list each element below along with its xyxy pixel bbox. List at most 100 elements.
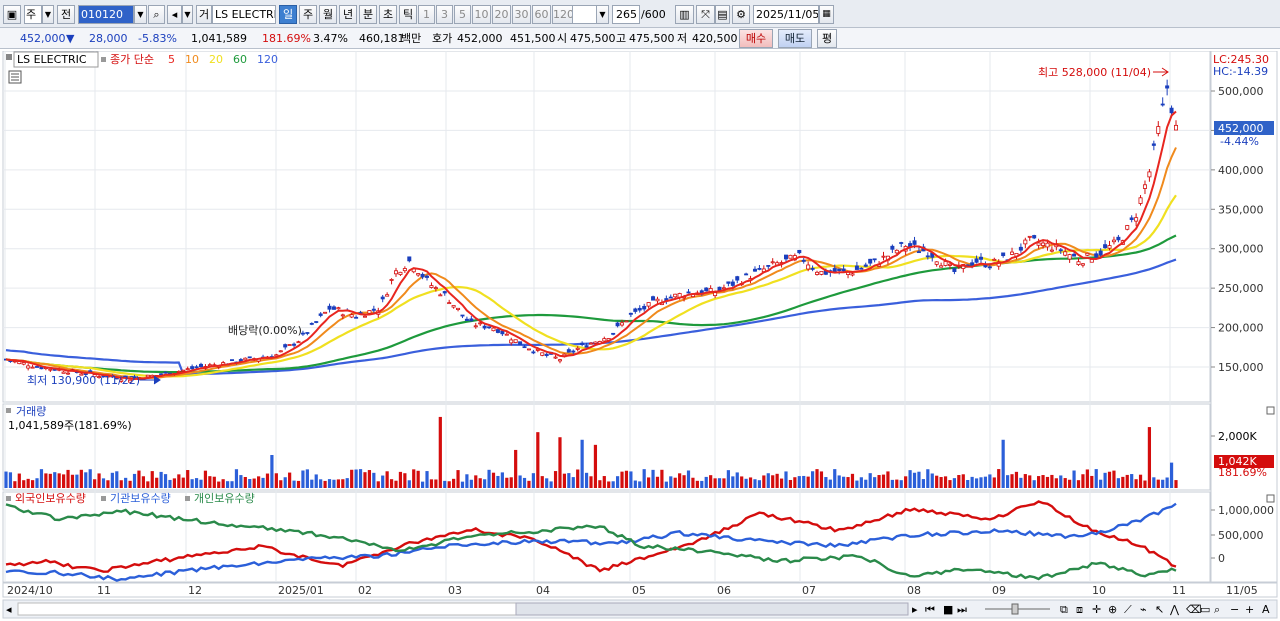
zoom-out-icon[interactable]: − [1230, 603, 1239, 616]
volume-bar [598, 480, 602, 488]
candle-body [744, 273, 749, 276]
market-dropdown-icon[interactable]: ▼ [42, 5, 54, 24]
hc-label: HC:-14.39 [1213, 65, 1268, 78]
period-button-6[interactable]: 틱 [399, 5, 417, 24]
volume-bar [13, 481, 17, 488]
stock-code-input[interactable]: 010120 [78, 5, 134, 24]
zoom-search-icon[interactable]: ⌕ [1214, 603, 1220, 616]
trade-button[interactable]: 거 [196, 5, 212, 24]
calendar-icon[interactable]: ▦ [819, 5, 834, 24]
volume-bar [593, 444, 598, 488]
holding-legend-item: 기관보유수량 [110, 492, 171, 505]
volume-bar [177, 474, 181, 488]
volume-bar [336, 479, 340, 488]
stop-icon[interactable]: ■ [943, 603, 953, 616]
interval-button-1[interactable]: 3 [436, 5, 453, 24]
sell-button[interactable]: 매도 [778, 29, 812, 48]
volume-bar [753, 479, 757, 488]
search-icon[interactable]: ⌕ [148, 5, 165, 24]
scroll-right-icon[interactable]: ▸ [912, 603, 918, 616]
window-menu-icon[interactable]: ▣ [3, 5, 21, 24]
period-button-5[interactable]: 초 [379, 5, 397, 24]
prev-button[interactable]: 전 [57, 5, 75, 24]
candle-body [305, 332, 310, 334]
buy-button[interactable]: 매수 [739, 29, 773, 48]
font-size-icon[interactable]: A [1262, 603, 1270, 616]
volume-bar [1059, 475, 1063, 488]
volume-bar [571, 477, 575, 488]
zoom-slider-handle[interactable] [1011, 603, 1019, 615]
market-select[interactable]: 주 [24, 5, 42, 24]
volume-bar [274, 473, 278, 488]
candle-body [1169, 107, 1174, 114]
candle-body [79, 373, 84, 376]
draw-fibo-icon[interactable]: ⌁ [1140, 603, 1147, 616]
indicator-add-icon[interactable]: ⊕ [1108, 603, 1117, 616]
candle-body [292, 343, 297, 346]
holding-panel-close-icon[interactable] [1266, 494, 1275, 503]
interval-button-2[interactable]: 5 [454, 5, 471, 24]
speaker-icon[interactable]: ◂ [167, 5, 182, 24]
chart-tool-lines-icon [11, 73, 19, 81]
save-icon[interactable]: ▤ [715, 5, 730, 24]
compare-icon[interactable]: ⧉ [1060, 603, 1068, 616]
zoom-in-icon[interactable]: + [1245, 603, 1254, 616]
candle-body [979, 256, 984, 260]
volume-bar [890, 479, 894, 488]
volume-bar [478, 478, 482, 488]
volume-bar [420, 481, 425, 488]
period-button-2[interactable]: 월 [319, 5, 337, 24]
scroll-thumb[interactable] [515, 602, 909, 616]
volume-bar [1028, 475, 1032, 488]
interval-dropdown-icon[interactable]: ▼ [596, 5, 609, 24]
candle-body [176, 371, 181, 373]
draw-line-icon[interactable]: ⟋ [1124, 603, 1132, 616]
interval-button-4[interactable]: 20 [492, 5, 511, 24]
candle-body [859, 267, 864, 270]
period-button-4[interactable]: 분 [359, 5, 377, 24]
volume-bar [363, 472, 367, 488]
volume-panel-close-icon[interactable] [1266, 406, 1275, 415]
speaker-dropdown-icon[interactable]: ▼ [182, 5, 193, 24]
period-button-3[interactable]: 년 [339, 5, 357, 24]
volume-bar [438, 416, 442, 488]
down-arrow-icon: ▼ [66, 32, 75, 45]
interval-button-6[interactable]: 60 [532, 5, 551, 24]
clear-icon[interactable]: ▭ [1200, 603, 1210, 616]
period-button-1[interactable]: 주 [299, 5, 317, 24]
last-page-icon[interactable]: ⏭ [957, 603, 967, 616]
date-input[interactable]: 2025/11/05 [753, 5, 819, 24]
volume-bar [319, 479, 323, 488]
code-dropdown-icon[interactable]: ▼ [134, 5, 147, 24]
candle-body [487, 326, 492, 329]
interval-button-0[interactable]: 1 [418, 5, 435, 24]
scroll-left-icon[interactable]: ◂ [6, 603, 12, 616]
volume-bar [992, 477, 996, 488]
indicator-icon[interactable]: ⤧ [696, 5, 715, 24]
interval-button-5[interactable]: 30 [512, 5, 531, 24]
interval-button-3[interactable]: 10 [472, 5, 491, 24]
interval-button-7[interactable]: 120 [552, 5, 574, 24]
first-page-icon[interactable]: ⏮ [925, 603, 935, 616]
volume-bar [270, 455, 274, 488]
volume-bar [1085, 469, 1089, 488]
volume-bar [1116, 478, 1120, 488]
view-count-input[interactable]: 265 [612, 5, 640, 24]
candle-type-icon[interactable]: ▥ [675, 5, 694, 24]
eraser-icon[interactable]: ⌫ [1186, 603, 1202, 616]
candle-body [1010, 251, 1015, 255]
candle-body [615, 322, 620, 327]
volume-bar [403, 473, 407, 488]
candle-body [553, 356, 558, 359]
cursor-icon[interactable]: ↖ [1155, 603, 1164, 616]
gear-icon[interactable]: ⚙ [732, 5, 750, 24]
stock-chart[interactable]: LS ELECTRIC 종가 단순 5 10 20 60 120 최고 528,000 … [0, 51, 1280, 621]
layout-icon[interactable]: ⧈ [1076, 603, 1083, 616]
volume-bar [536, 432, 540, 488]
trend-icon[interactable]: ⋀ [1169, 603, 1180, 616]
period-button-0[interactable]: 일 [279, 5, 297, 24]
crosshair-icon[interactable]: ✛ [1092, 603, 1101, 616]
candle-body [243, 357, 248, 361]
low-arrow-icon [140, 375, 161, 385]
average-button[interactable]: 평 [817, 29, 837, 48]
